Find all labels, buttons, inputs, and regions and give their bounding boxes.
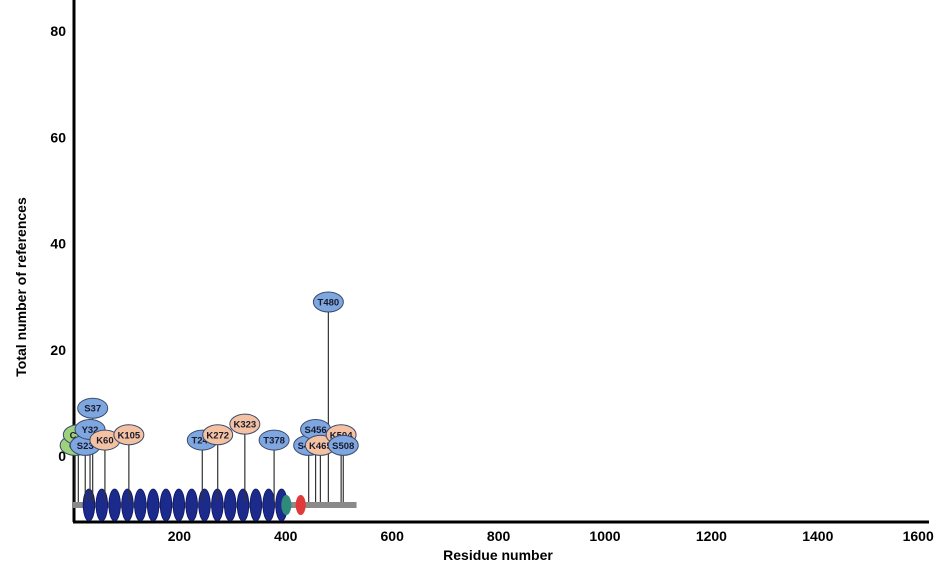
x-tick-label: 1200 [696, 528, 727, 544]
x-tick-label: 800 [487, 528, 511, 544]
lollipop-head [327, 434, 359, 456]
site-label: T378 [263, 436, 285, 447]
lollipop-head [229, 413, 261, 435]
x-tick-label: 600 [381, 528, 405, 544]
domain-repeat [236, 488, 250, 522]
site-label: S23 [77, 441, 94, 452]
lollipop-head [113, 424, 145, 446]
domain-marker [295, 495, 306, 515]
lollipop-heads: C4C10S23Y32S37K60K105T243K272K323T378S44… [59, 291, 359, 456]
lollipop-head [77, 397, 109, 419]
lollipop-stems [74, 302, 344, 502]
domain-repeat [172, 488, 186, 522]
y-tick-label: 0 [58, 448, 66, 464]
y-tick-label: 20 [50, 342, 66, 358]
y-axis-title: Total number of references [13, 197, 29, 377]
x-tick-label: 1400 [802, 528, 833, 544]
site-label: S37 [84, 404, 101, 415]
protein-backbone [73, 488, 357, 522]
site-label: T480 [318, 298, 340, 309]
x-tick-label: 1000 [589, 528, 620, 544]
domain-repeat [82, 488, 96, 522]
site-label: T243 [191, 436, 213, 447]
domain-repeat [185, 488, 198, 522]
domain-repeat [262, 488, 275, 522]
site-label: K105 [118, 430, 141, 441]
x-tick-label: 400 [274, 528, 298, 544]
x-axis-title: Residue number [443, 547, 553, 563]
domain-marker [281, 495, 292, 515]
y-tick-label: 60 [50, 129, 66, 145]
site-label: K60 [96, 436, 113, 447]
domain-repeat [108, 488, 121, 522]
lollipop-head [258, 429, 290, 451]
site-label: K272 [206, 430, 229, 441]
site-label: Y32 [82, 425, 99, 436]
y-tick-label: 80 [50, 23, 66, 39]
site-label: K465 [309, 441, 332, 452]
domain-repeat [134, 488, 147, 522]
y-tick-label: 40 [50, 236, 66, 252]
lollipop-head [312, 291, 344, 313]
site-label: S456 [304, 425, 326, 436]
domain-repeat [223, 488, 237, 522]
axes: 0 20 40 60 80 200 400 600 800 1000 1200 1400 1600 [50, 0, 934, 544]
lollipop-head [202, 424, 234, 446]
domain-repeat [198, 488, 211, 522]
site-label: S508 [332, 441, 354, 452]
site-label: K323 [233, 420, 256, 431]
domain-repeat [146, 488, 160, 522]
x-tick-label: 200 [168, 528, 192, 544]
domain-repeat [95, 488, 108, 522]
domain-repeat [249, 488, 263, 522]
domain-repeat [121, 488, 134, 522]
domain-repeat [159, 488, 173, 522]
x-tick-label: 1600 [903, 528, 934, 544]
